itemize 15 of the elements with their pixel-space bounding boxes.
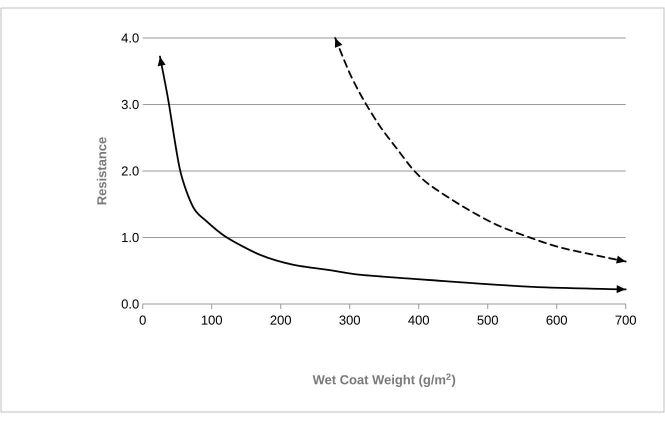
x-tick-label: 100 bbox=[202, 316, 222, 325]
y-tick-label: 3.0 bbox=[122, 100, 139, 110]
x-tick-label: 200 bbox=[270, 316, 292, 325]
x-axis-title: Wet Coat Weight (g/m$^{2}$) bbox=[312, 374, 456, 387]
y-tick-label: 4.0 bbox=[121, 33, 139, 43]
x-tick-label: 0 bbox=[140, 316, 146, 325]
y-tick-label: 2.0 bbox=[122, 166, 139, 176]
x-tick-label: 600 bbox=[546, 316, 568, 325]
x-tick-label: 700 bbox=[616, 316, 636, 325]
y-axis-title: Resistance bbox=[96, 137, 106, 204]
y-tick-label: 1.0 bbox=[122, 232, 139, 242]
x-tick-label: 500 bbox=[477, 316, 498, 325]
x-tick-label: 300 bbox=[339, 316, 360, 325]
x-tick-label: 400 bbox=[408, 316, 430, 325]
y-tick-label: 0.0 bbox=[122, 299, 139, 309]
